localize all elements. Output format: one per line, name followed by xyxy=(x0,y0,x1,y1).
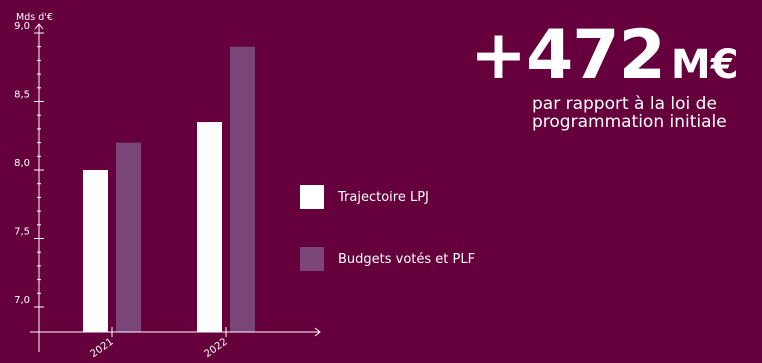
bar-budgets-2022 xyxy=(230,46,255,332)
y-axis-arrow xyxy=(34,23,44,30)
headline-amount: +472 M€ xyxy=(470,22,760,90)
legend-swatch-budgets xyxy=(300,247,324,271)
legend-swatch-trajectoire xyxy=(300,185,324,209)
y-ticks-group: 7,0 7,5 8,0 8,5 9,0 xyxy=(14,21,44,308)
y-tick-label: 7,0 xyxy=(14,295,30,306)
headline-unit: M€ xyxy=(670,42,739,88)
legend: Trajectoire LPJ Budgets votés et PLF xyxy=(300,183,475,307)
y-tick-label: 7,5 xyxy=(14,227,30,238)
bar-trajectoire-2022 xyxy=(197,122,222,332)
headline-caption: par rapport à la loi de programmation in… xyxy=(532,94,727,133)
x-tick-label: 2022 xyxy=(203,336,230,360)
legend-item-trajectoire: Trajectoire LPJ xyxy=(300,183,475,211)
headline-value: +472 xyxy=(470,16,666,95)
x-axis-arrow xyxy=(314,327,321,337)
bar-trajectoire-2021 xyxy=(83,170,108,332)
legend-item-budgets: Budgets votés et PLF xyxy=(300,245,475,273)
x-tick-label: 2021 xyxy=(89,336,116,360)
legend-label-trajectoire: Trajectoire LPJ xyxy=(338,189,429,205)
y-tick-label: 9,0 xyxy=(14,21,30,32)
y-tick-label: 8,5 xyxy=(14,90,30,101)
y-axis-unit-label: Mds d'€ xyxy=(16,12,53,23)
bars-group xyxy=(83,46,255,332)
legend-label-budgets: Budgets votés et PLF xyxy=(338,251,476,267)
bar-budgets-2021 xyxy=(116,142,141,332)
y-tick-label: 8,0 xyxy=(14,158,30,169)
